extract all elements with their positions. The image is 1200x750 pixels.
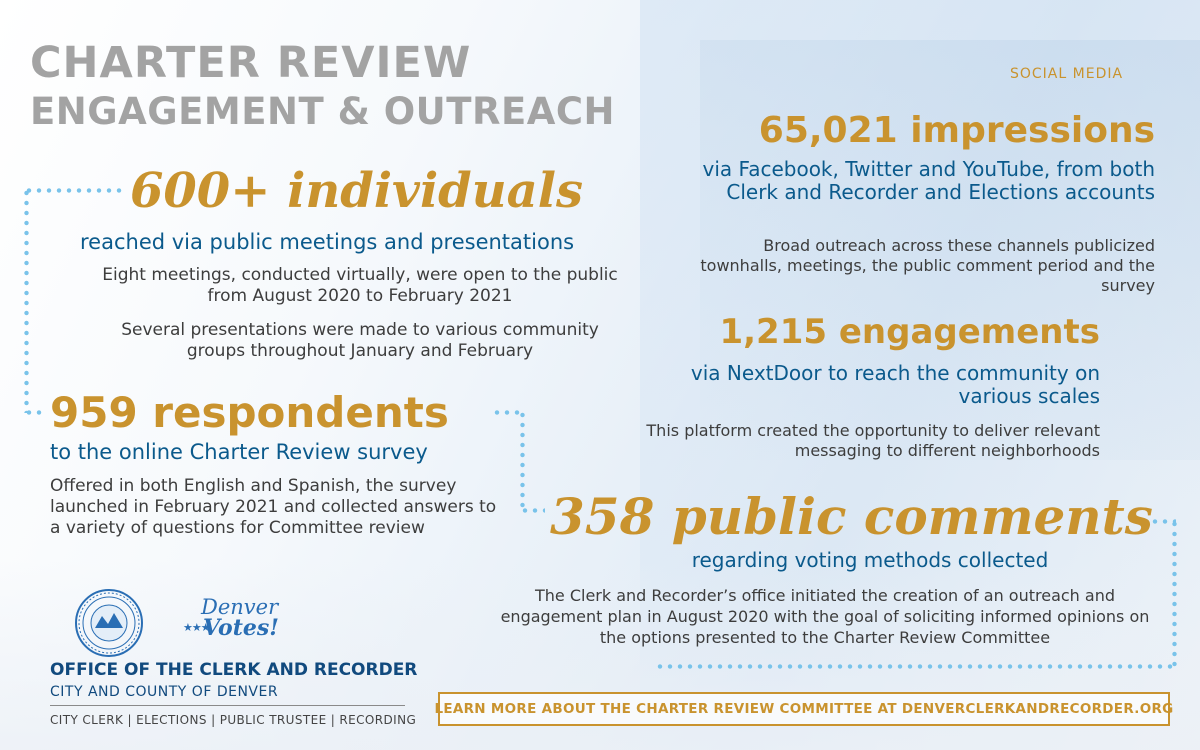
city-county-seal-icon [75, 589, 143, 657]
individuals-headline: 600+ individuals [130, 163, 583, 219]
respondents-subhead: to the online Charter Review survey [50, 440, 428, 464]
respondents-body: Offered in both English and Spanish, the… [50, 476, 497, 538]
learn-more-button[interactable]: LEARN MORE ABOUT THE CHARTER REVIEW COMM… [434, 692, 1173, 726]
engagements-headline: 1,215 engagements [719, 312, 1100, 352]
background-glow [700, 40, 1200, 460]
footer-divider [50, 705, 405, 706]
office-name: OFFICE OF THE CLERK AND RECORDER [50, 660, 418, 680]
dotted-connector [1150, 519, 1176, 524]
logo-word-votes: Votes! [203, 615, 279, 641]
social-media-label: SOCIAL MEDIA [1010, 66, 1124, 82]
logo-word-denver: Denver [201, 595, 279, 619]
city-name: CITY AND COUNTY OF DENVER [50, 684, 279, 700]
dotted-connector [655, 664, 1177, 669]
impressions-body: Broad outreach across these channels pub… [700, 236, 1155, 295]
dotted-connector [520, 508, 545, 513]
individuals-body-1: Eight meetings, conducted virtually, wer… [102, 265, 618, 306]
dotted-connector [1172, 519, 1177, 667]
impressions-subhead: via Facebook, Twitter and YouTube, from … [702, 157, 1155, 204]
dotted-connector [520, 410, 525, 510]
impressions-headline: 65,021 impressions [758, 110, 1155, 151]
dotted-connector [492, 410, 522, 415]
page-subtitle: ENGAGEMENT & OUTREACH [30, 90, 615, 133]
engagements-subhead: via NextDoor to reach the community on v… [690, 361, 1100, 408]
comments-headline: 358 public comments [550, 487, 1153, 546]
denver-votes-logo: Denver ★★★ Votes! [183, 595, 283, 650]
dotted-connector [24, 188, 29, 413]
respondents-headline: 959 respondents [50, 388, 449, 437]
comments-body: The Clerk and Recorder’s office initiate… [500, 586, 1150, 647]
stars-icon: ★★★ [183, 621, 211, 634]
departments-list: CITY CLERK | ELECTIONS | PUBLIC TRUSTEE … [50, 713, 417, 727]
individuals-subhead: reached via public meetings and presenta… [80, 230, 575, 254]
dotted-connector [24, 188, 124, 193]
page-title: CHARTER REVIEW [30, 38, 472, 88]
individuals-body-2: Several presentations were made to vario… [121, 320, 599, 361]
dotted-connector [24, 410, 46, 415]
engagements-body: This platform created the opportunity to… [646, 421, 1100, 460]
comments-subhead: regarding voting methods collected [691, 548, 1049, 572]
